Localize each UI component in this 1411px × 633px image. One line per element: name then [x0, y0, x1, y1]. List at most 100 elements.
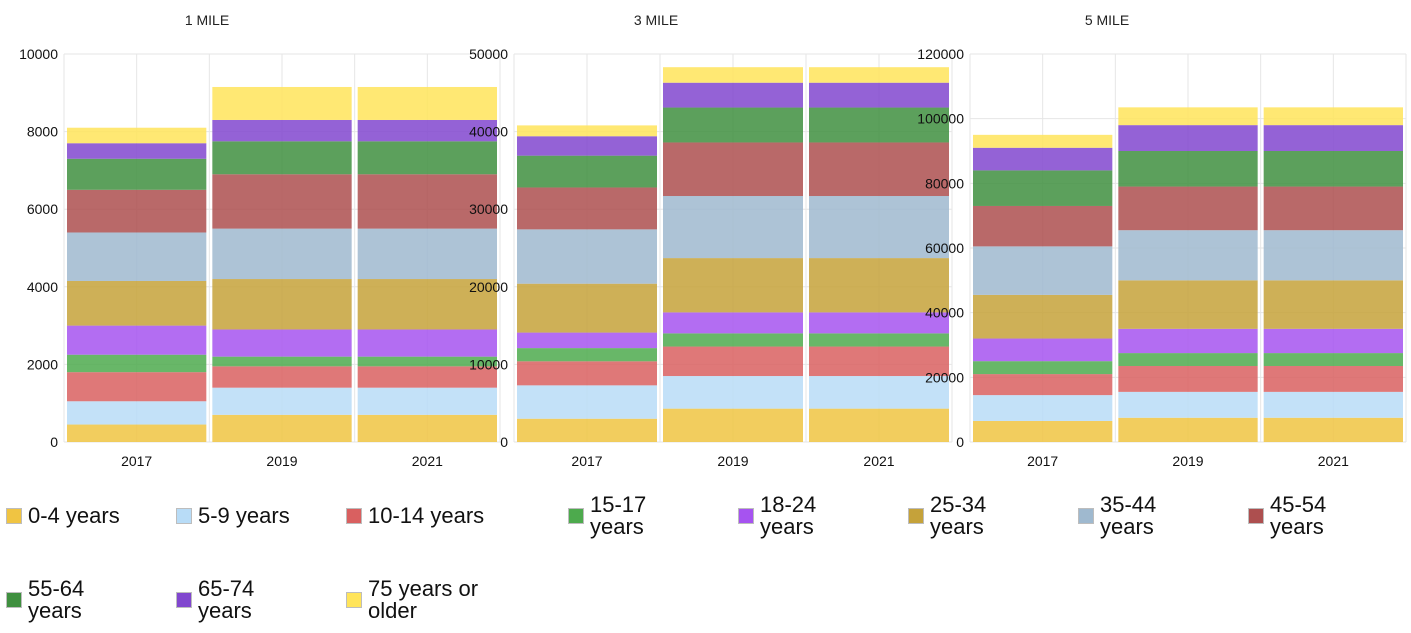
- bar-segment[interactable]: [663, 408, 803, 442]
- bar-segment[interactable]: [357, 387, 497, 415]
- legend-item[interactable]: 65-74 years: [176, 578, 254, 622]
- bar-segment[interactable]: [973, 134, 1113, 148]
- bar-segment[interactable]: [357, 279, 497, 330]
- bar-segment[interactable]: [1118, 230, 1258, 281]
- bar-segment[interactable]: [973, 205, 1113, 247]
- bar-segment[interactable]: [1118, 280, 1258, 329]
- bar-segment[interactable]: [1263, 328, 1403, 354]
- bar-segment[interactable]: [663, 312, 803, 334]
- bar-segment[interactable]: [809, 107, 949, 143]
- bar-segment[interactable]: [1118, 125, 1258, 151]
- bar-segment[interactable]: [1118, 107, 1258, 126]
- bar-segment[interactable]: [357, 414, 497, 442]
- bar-segment[interactable]: [1118, 353, 1258, 367]
- bar-segment[interactable]: [1263, 366, 1403, 392]
- bar-segment[interactable]: [67, 143, 207, 159]
- bar-segment[interactable]: [357, 86, 497, 120]
- bar-segment[interactable]: [517, 348, 657, 362]
- bar-segment[interactable]: [973, 294, 1113, 339]
- bar-segment[interactable]: [212, 329, 352, 357]
- bar-segment[interactable]: [809, 67, 949, 83]
- legend-item[interactable]: 18-24 years: [738, 494, 816, 538]
- bar-segment[interactable]: [663, 346, 803, 377]
- bar-segment[interactable]: [67, 325, 207, 355]
- bar-segment[interactable]: [809, 312, 949, 334]
- bar-segment[interactable]: [973, 361, 1113, 375]
- bar-segment[interactable]: [357, 366, 497, 388]
- bar-segment[interactable]: [357, 329, 497, 357]
- bar-segment[interactable]: [212, 366, 352, 388]
- bar-segment[interactable]: [1118, 417, 1258, 442]
- bar-segment[interactable]: [212, 174, 352, 229]
- bar-segment[interactable]: [67, 354, 207, 373]
- bar-segment[interactable]: [973, 338, 1113, 362]
- bar-segment[interactable]: [212, 141, 352, 175]
- bar-segment[interactable]: [809, 376, 949, 409]
- bar-segment[interactable]: [517, 155, 657, 188]
- bar-segment[interactable]: [1263, 107, 1403, 126]
- legend-item[interactable]: 55-64 years: [6, 578, 84, 622]
- bar-segment[interactable]: [1118, 366, 1258, 392]
- bar-segment[interactable]: [212, 228, 352, 280]
- bar-segment[interactable]: [517, 361, 657, 386]
- bar-segment[interactable]: [1263, 417, 1403, 442]
- bar-segment[interactable]: [212, 387, 352, 415]
- bar-segment[interactable]: [973, 420, 1113, 442]
- legend-item[interactable]: 25-34 years: [908, 494, 986, 538]
- legend-item[interactable]: 0-4 years: [6, 494, 120, 538]
- legend-item[interactable]: 10-14 years: [346, 494, 484, 538]
- bar-segment[interactable]: [809, 142, 949, 197]
- bar-segment[interactable]: [1263, 151, 1403, 187]
- bar-segment[interactable]: [1263, 353, 1403, 367]
- bar-segment[interactable]: [1118, 391, 1258, 418]
- bar-segment[interactable]: [1263, 125, 1403, 151]
- legend-item[interactable]: 5-9 years: [176, 494, 290, 538]
- bar-segment[interactable]: [357, 119, 497, 142]
- bar-segment[interactable]: [67, 127, 207, 144]
- bar-segment[interactable]: [973, 246, 1113, 295]
- bar-segment[interactable]: [809, 82, 949, 108]
- bar-segment[interactable]: [67, 232, 207, 281]
- bar-segment[interactable]: [663, 107, 803, 143]
- bar-segment[interactable]: [1263, 230, 1403, 281]
- bar-segment[interactable]: [973, 170, 1113, 206]
- bar-segment[interactable]: [357, 356, 497, 367]
- bar-segment[interactable]: [663, 333, 803, 347]
- bar-segment[interactable]: [809, 408, 949, 442]
- bar-segment[interactable]: [517, 385, 657, 419]
- bar-segment[interactable]: [1263, 186, 1403, 231]
- bar-segment[interactable]: [67, 158, 207, 190]
- bar-segment[interactable]: [517, 332, 657, 349]
- bar-segment[interactable]: [1263, 391, 1403, 418]
- bar-segment[interactable]: [1118, 328, 1258, 354]
- bar-segment[interactable]: [212, 119, 352, 142]
- bar-segment[interactable]: [973, 374, 1113, 396]
- bar-segment[interactable]: [809, 333, 949, 347]
- bar-segment[interactable]: [67, 280, 207, 326]
- bar-segment[interactable]: [809, 258, 949, 313]
- legend-item[interactable]: 45-54 years: [1248, 494, 1326, 538]
- bar-segment[interactable]: [663, 196, 803, 259]
- legend-item[interactable]: 75 years or older: [346, 578, 478, 622]
- bar-segment[interactable]: [1118, 151, 1258, 187]
- bar-segment[interactable]: [67, 401, 207, 425]
- bar-segment[interactable]: [517, 283, 657, 333]
- bar-segment[interactable]: [67, 372, 207, 402]
- bar-segment[interactable]: [67, 189, 207, 233]
- bar-segment[interactable]: [212, 86, 352, 120]
- bar-segment[interactable]: [809, 196, 949, 259]
- bar-segment[interactable]: [357, 228, 497, 280]
- bar-segment[interactable]: [663, 376, 803, 409]
- legend-item[interactable]: 35-44 years: [1078, 494, 1156, 538]
- bar-segment[interactable]: [517, 418, 657, 442]
- bar-segment[interactable]: [663, 67, 803, 83]
- bar-segment[interactable]: [973, 147, 1113, 171]
- bar-segment[interactable]: [973, 395, 1113, 421]
- bar-segment[interactable]: [357, 174, 497, 229]
- bar-segment[interactable]: [1263, 280, 1403, 329]
- bar-segment[interactable]: [517, 187, 657, 230]
- bar-segment[interactable]: [357, 141, 497, 175]
- bar-segment[interactable]: [212, 356, 352, 367]
- bar-segment[interactable]: [212, 279, 352, 330]
- bar-segment[interactable]: [663, 258, 803, 313]
